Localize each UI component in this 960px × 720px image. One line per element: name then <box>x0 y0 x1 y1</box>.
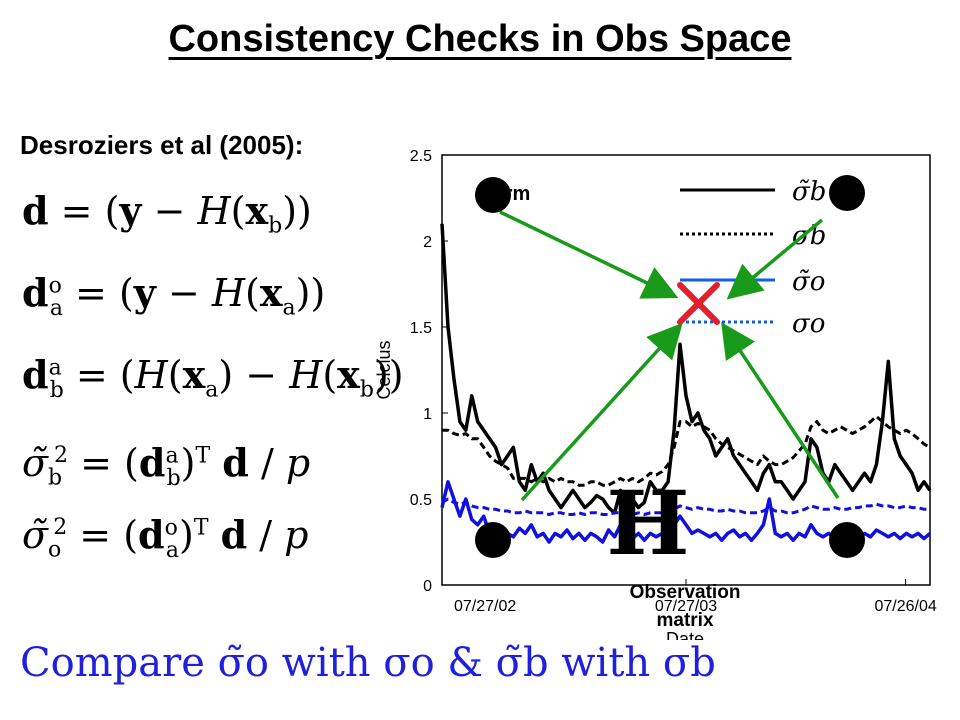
dot-bottom-left <box>475 522 511 558</box>
y-tick-label: 0.5 <box>410 492 432 509</box>
dot-top-right <box>829 175 865 211</box>
y-tick-label: 1.5 <box>410 320 432 337</box>
time-series-chart: 00.511.522.5 07/27/02 07/27/03 07/26/04 Ce… <box>360 130 950 640</box>
dot-bottom-right <box>829 522 865 558</box>
x-tick-label: 07/27/02 <box>454 598 516 615</box>
observation-operator-glyph: H <box>606 471 689 575</box>
equation-analysis-increment: dab = (H(xa) − H(xb)) <box>22 352 404 403</box>
norm-label: Norm <box>478 183 530 205</box>
equation-analysis-residual: doa = (y − H(xa)) <box>22 270 325 321</box>
equation-innovation: d = (y − H(xb)) <box>22 188 312 239</box>
arrow-top-left <box>500 212 672 295</box>
y-tick-label: 1 <box>423 406 432 423</box>
equation-sigma-b: σ̃b2 = (dab)T d / p <box>22 440 310 491</box>
arrow-bottom-right <box>725 328 838 498</box>
legend-label-sigma-o-tilde: σ̃o <box>792 267 825 297</box>
y-axis-label: Celcius <box>374 340 394 399</box>
legend-label-sigma-o: σo <box>792 309 825 339</box>
legend: σ̃b σb σ̃o σo <box>680 177 826 339</box>
y-tick-label: 2 <box>423 234 432 251</box>
matrix-label: matrix <box>656 610 713 631</box>
series-sigma-b-tilde <box>442 224 930 513</box>
legend-label-sigma-b: σb <box>792 221 826 251</box>
y-tick-label: 2.5 <box>410 148 432 165</box>
observation-label: Observation <box>630 582 741 603</box>
slide-title: Consistency Checks in Obs Space <box>0 18 960 61</box>
slide-subtitle: Desroziers et al (2005): <box>20 130 303 161</box>
red-cross-icon <box>680 285 717 322</box>
equation-sigma-o: σ̃o2 = (doa)T d / p <box>22 512 308 563</box>
y-tick-label: 0 <box>423 578 432 595</box>
legend-label-sigma-b-tilde: σ̃b <box>792 177 826 207</box>
x-tick-label: 07/26/04 <box>874 598 936 615</box>
comparison-statement: Compare σ̃o with σo & σ̃b with σb <box>20 640 716 686</box>
